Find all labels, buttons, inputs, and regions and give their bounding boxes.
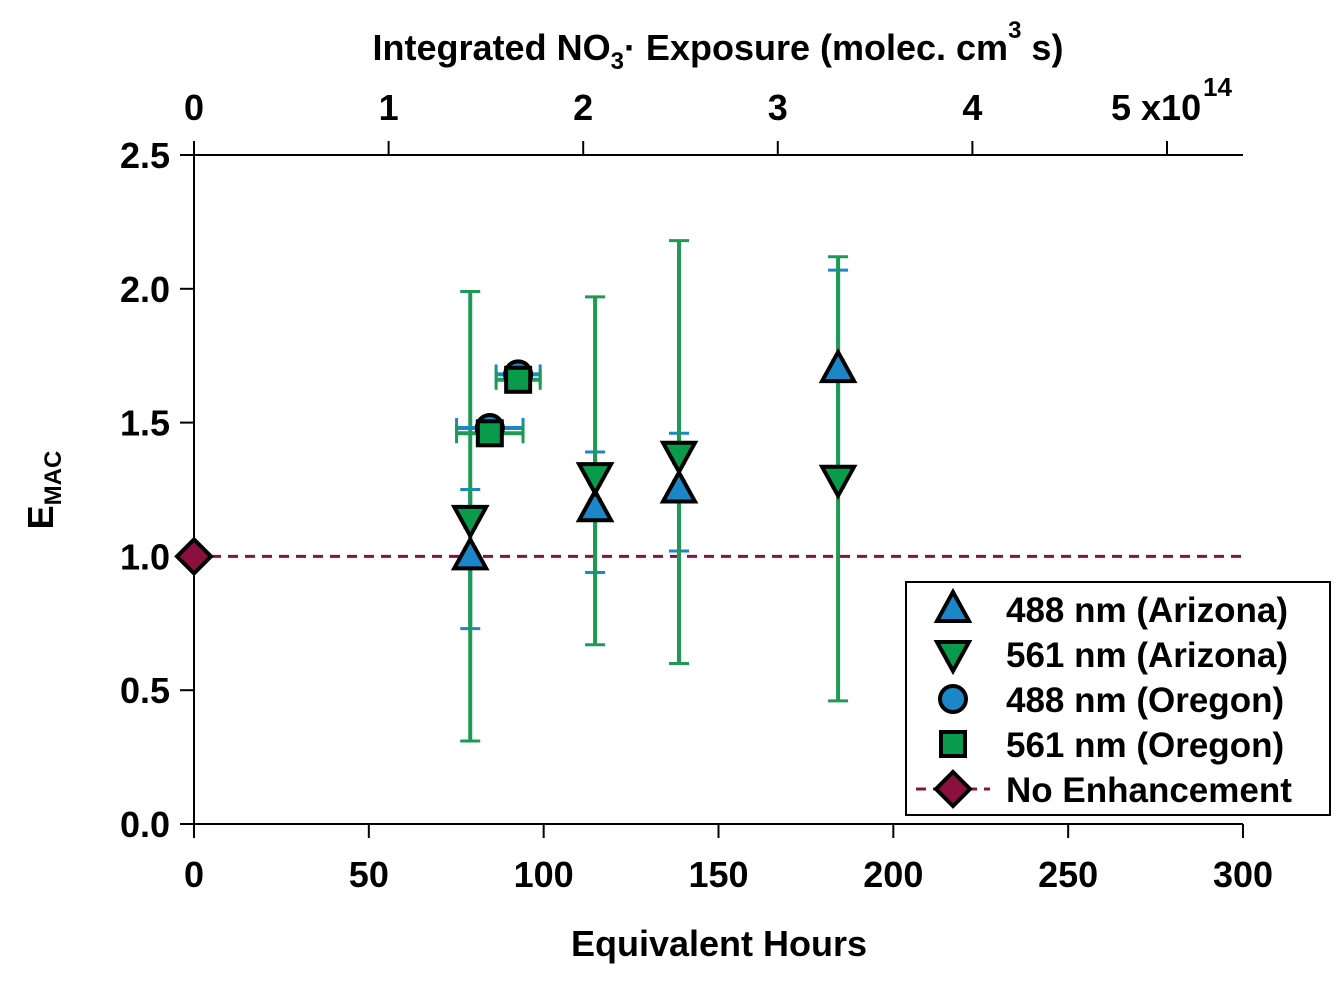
legend-marker-diamond [933, 769, 973, 809]
x-tick-label: 50 [349, 854, 389, 895]
x-tick-label: 200 [863, 854, 923, 895]
y-tick-label: 0.5 [120, 670, 170, 711]
legend-box [905, 581, 1331, 816]
legend-marker-triangle-down [933, 640, 973, 676]
data-point-triangle-down [659, 440, 699, 476]
legend-label: 488 nm (Arizona) [1006, 591, 1288, 630]
y-tick-label: 2.5 [120, 135, 170, 176]
top-tick-label: 4 [962, 87, 982, 128]
data-point-triangle-up [450, 535, 490, 571]
y-axis-title: EMAC [20, 451, 67, 530]
y-tick-label: 2.0 [120, 269, 170, 310]
top-exponent: 14 [1203, 72, 1232, 102]
axes: 0 50 100 150 200 250 300 0.0 0.5 1.0 1.5 2.0 2.5 0 1 2 3… [120, 72, 1273, 895]
y-axis-title-main: E [20, 505, 61, 529]
top-title-superscript: 3 [1008, 17, 1021, 44]
x-tick-label: 250 [1038, 854, 1098, 895]
y-tick-label: 0.0 [120, 804, 170, 845]
data-point-square [475, 419, 504, 448]
top-tick-label: 0 [184, 87, 204, 128]
top-title-part: · Exposure (molec. cm [624, 27, 1008, 68]
top-title-subscript: 3 [611, 48, 624, 75]
top-tick-label: 5 x10 [1111, 87, 1201, 128]
top-tick-label: 3 [768, 87, 788, 128]
x-tick-label: 300 [1213, 854, 1273, 895]
data-point-triangle-up [659, 468, 699, 504]
top-title-part: Integrated NO [373, 27, 611, 68]
data-point-square [504, 365, 533, 394]
data-point-triangle-up [818, 347, 858, 384]
legend-marker-triangle-up [933, 587, 973, 623]
top-axis-title: Integrated NO3· Exposure (molec. cm3 s) [373, 17, 1064, 75]
top-title-part: s) [1021, 27, 1063, 68]
data-point-triangle-down [818, 464, 858, 500]
y-axis-title-sub: MAC [40, 451, 67, 506]
legend-label: 561 nm (Arizona) [1006, 636, 1288, 675]
x-tick-label: 100 [514, 854, 574, 895]
data-point-diamond [174, 536, 214, 577]
x-axis-title: Equivalent Hours [571, 923, 867, 964]
legend-label: No Enhancement [1006, 771, 1292, 810]
y-tick-label: 1.0 [120, 536, 170, 577]
svg-text:EMAC: EMAC [20, 451, 67, 530]
legend-marker-square [939, 730, 967, 758]
y-tick-label: 1.5 [120, 403, 170, 444]
top-tick-label: 1 [379, 87, 399, 128]
legend: 488 nm (Arizona) 561 nm (Arizona) 488 nm (… [905, 581, 1331, 816]
top-tick-label: 2 [573, 87, 593, 128]
data-point-triangle-down [450, 504, 490, 541]
x-tick-label: 150 [688, 854, 748, 895]
data-point-triangle-up [575, 487, 615, 523]
x-tick-label: 0 [184, 854, 204, 895]
data-marks [174, 239, 1243, 743]
data-point-triangle-down [575, 462, 615, 498]
legend-label: 488 nm (Oregon) [1006, 681, 1284, 720]
legend-label: 561 nm (Oregon) [1006, 726, 1284, 765]
legend-marker-circle [938, 684, 968, 714]
